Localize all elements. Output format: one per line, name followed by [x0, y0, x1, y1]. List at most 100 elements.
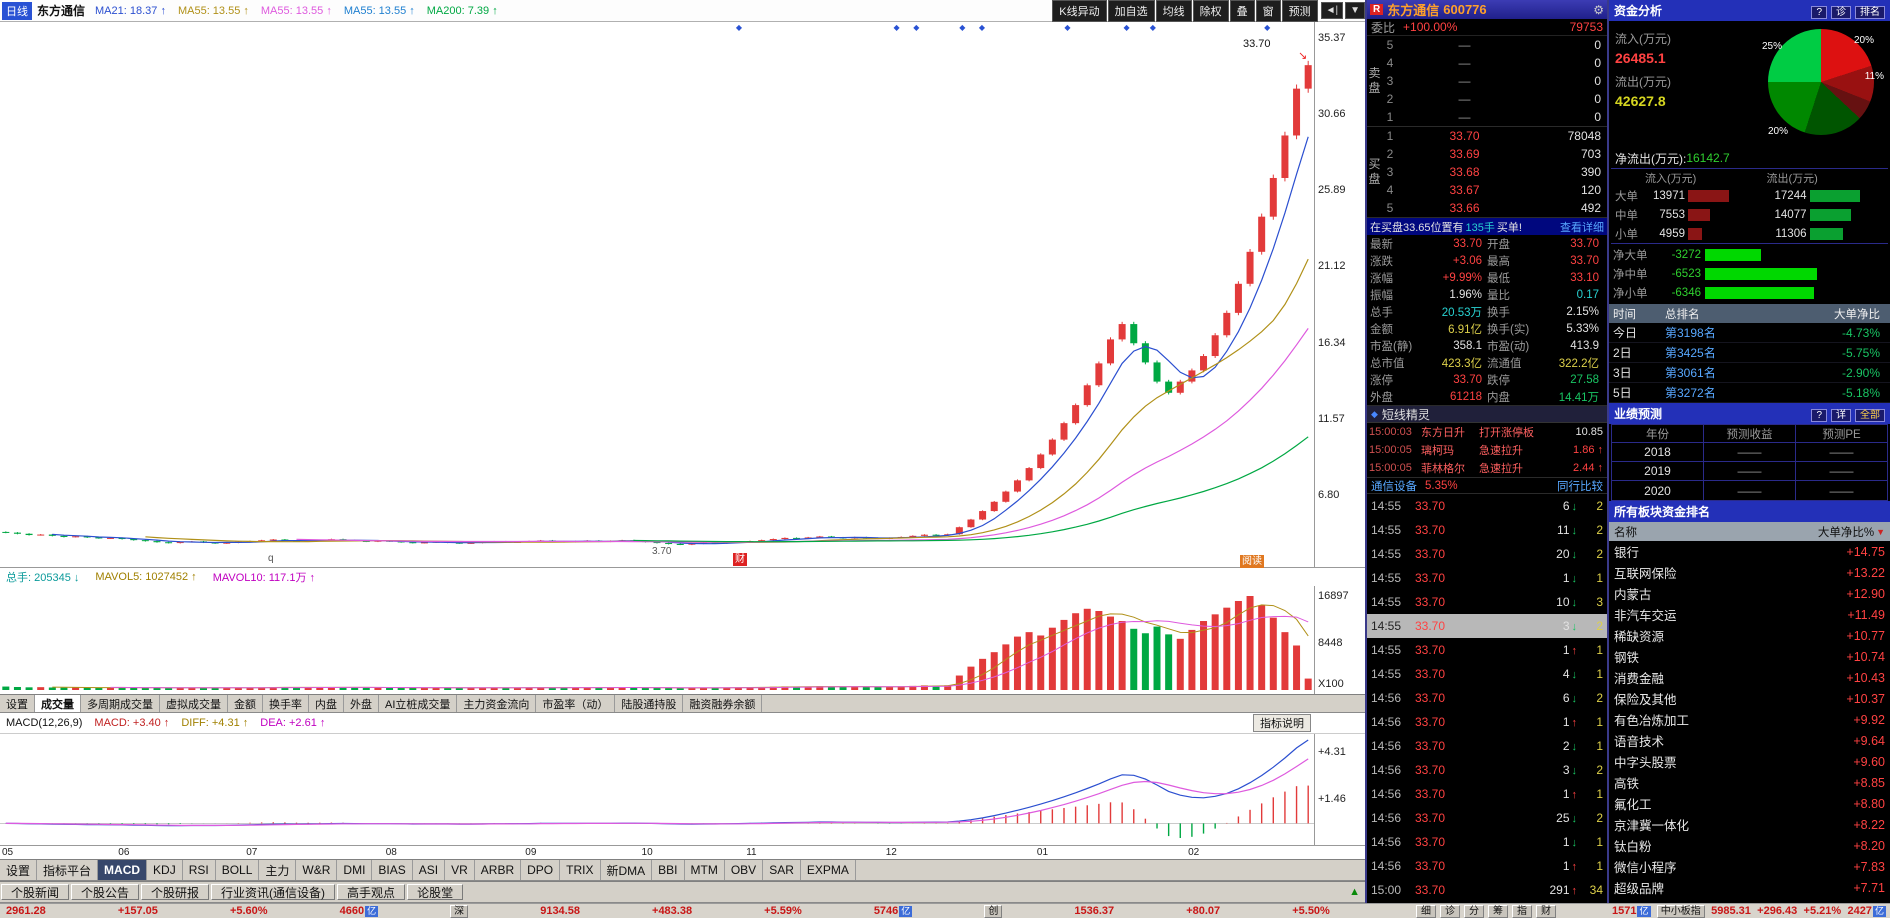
func-tab-2[interactable]: 多周期成交量: [81, 695, 160, 712]
tick-row-10[interactable]: 14:56 33.70 2 ↓ 1: [1367, 734, 1607, 758]
peer-compare-link[interactable]: 同行比较: [1557, 480, 1603, 493]
tick-row-5[interactable]: 14:55 33.70 3 ↓ 2: [1367, 614, 1607, 638]
tick-row-0[interactable]: 14:55 33.70 6 ↓ 2: [1367, 494, 1607, 518]
ind-tab-18[interactable]: OBV: [725, 860, 764, 880]
event-diamond-icon-4[interactable]: ◆: [978, 23, 986, 32]
ind-tab-7[interactable]: W&R: [296, 860, 338, 880]
event-diamond-icon-1[interactable]: ◆: [893, 23, 900, 32]
sector-row-16[interactable]: 超级品牌 +7.71: [1609, 877, 1890, 898]
topbar-button-0[interactable]: K线异动: [1052, 0, 1107, 22]
event-diamond-icon-8[interactable]: ◆: [1264, 23, 1271, 32]
tick-row-12[interactable]: 14:56 33.70 1 ↑ 1: [1367, 782, 1607, 806]
rank-name-link[interactable]: 第3198名: [1665, 326, 1716, 340]
topbar-button-3[interactable]: 除权: [1192, 0, 1229, 22]
market-tab-1[interactable]: 中小板指: [1656, 904, 1705, 918]
rank-name-link[interactable]: 第3061名: [1665, 366, 1716, 380]
macd-chart[interactable]: +4.31 +1.46: [0, 733, 1365, 845]
ind-tab-11[interactable]: VR: [445, 860, 475, 880]
fund-header-button-0[interactable]: ?: [1811, 6, 1827, 19]
sort-desc-icon[interactable]: ▼: [1876, 526, 1885, 537]
buy-level-4[interactable]: 4 33.67 120: [1382, 181, 1607, 199]
collapse-panel-icon[interactable]: ◄|: [1320, 2, 1344, 19]
tick-row-9[interactable]: 14:56 33.70 1 ↑ 1: [1367, 710, 1607, 734]
mini-tab-0[interactable]: 细: [1416, 904, 1436, 918]
mini-tab-2[interactable]: 分: [1464, 904, 1484, 918]
event-badge-read-icon[interactable]: 阅读: [1240, 555, 1264, 568]
ind-tab-20[interactable]: EXPMA: [801, 860, 856, 880]
gear-icon[interactable]: ⚙: [1593, 2, 1604, 17]
tick-row-1[interactable]: 14:55 33.70 11 ↓ 2: [1367, 518, 1607, 542]
event-badge-finance-icon[interactable]: 财: [733, 553, 747, 566]
func-tab-12[interactable]: 融资融券余额: [683, 695, 763, 712]
ind-tab-5[interactable]: BOLL: [216, 860, 260, 880]
ind-tab-13[interactable]: DPO: [521, 860, 561, 880]
volume-chart[interactable]: 16897 8448 X100: [0, 586, 1365, 694]
topbar-button-5[interactable]: 窗: [1255, 0, 1281, 22]
rank-name-link[interactable]: 第3425名: [1665, 346, 1716, 360]
ind-tab-19[interactable]: SAR: [763, 860, 801, 880]
ind-tab-1[interactable]: 指标平台: [37, 860, 99, 880]
industry-link[interactable]: 通信设备: [1371, 480, 1417, 493]
func-tab-3[interactable]: 虚拟成交量: [160, 695, 228, 712]
func-tab-11[interactable]: 陆股通持股: [615, 695, 684, 712]
event-diamond-icon-7[interactable]: ◆: [1149, 23, 1156, 32]
tick-row-6[interactable]: 14:55 33.70 1 ↑ 1: [1367, 638, 1607, 662]
func-tab-4[interactable]: 金额: [228, 695, 263, 712]
ind-tab-9[interactable]: BIAS: [372, 860, 413, 880]
tick-row-3[interactable]: 14:55 33.70 1 ↓ 1: [1367, 566, 1607, 590]
tick-row-7[interactable]: 14:55 33.70 4 ↓ 1: [1367, 662, 1607, 686]
buy-level-2[interactable]: 2 33.69 703: [1382, 145, 1607, 163]
buy-level-1[interactable]: 1 33.70 78048: [1382, 127, 1607, 145]
tick-row-8[interactable]: 14:56 33.70 6 ↓ 2: [1367, 686, 1607, 710]
topbar-button-1[interactable]: 加自选: [1107, 0, 1155, 22]
sector-row-10[interactable]: 中字头股票 +9.60: [1609, 751, 1890, 772]
sell-level-3[interactable]: 3 — 0: [1382, 72, 1607, 90]
ind-tab-10[interactable]: ASI: [413, 860, 446, 880]
market-tab-4[interactable]: 深: [450, 904, 469, 918]
func-tab-5[interactable]: 换手率: [263, 695, 309, 712]
mini-tab-1[interactable]: 诊: [1440, 904, 1460, 918]
period-tab-daily[interactable]: 日线: [2, 1, 32, 20]
ind-tab-15[interactable]: 新DMA: [601, 860, 653, 880]
sector-row-5[interactable]: 钢铁 +10.74: [1609, 646, 1890, 667]
tick-row-11[interactable]: 14:56 33.70 3 ↓ 2: [1367, 758, 1607, 782]
sector-row-15[interactable]: 微信小程序 +7.83: [1609, 856, 1890, 877]
event-diamond-icon-2[interactable]: ◆: [913, 23, 920, 32]
func-tab-0[interactable]: 设置: [0, 695, 35, 712]
topbar-button-6[interactable]: 预测: [1281, 0, 1318, 22]
tick-row-4[interactable]: 14:55 33.70 10 ↓ 3: [1367, 590, 1607, 614]
mini-tab-5[interactable]: 财: [1536, 904, 1556, 918]
tick-row-15[interactable]: 14:56 33.70 1 ↑ 1: [1367, 854, 1607, 878]
forecast-button-1[interactable]: 详: [1831, 409, 1851, 422]
mini-tab-3[interactable]: 筹: [1488, 904, 1508, 918]
func-tab-10[interactable]: 市盈率（动）: [536, 695, 616, 712]
mini-tab-4[interactable]: 指: [1512, 904, 1532, 918]
news-tab-5[interactable]: 论股堂: [407, 884, 464, 900]
event-diamond-icon-5[interactable]: ◆: [1064, 23, 1071, 32]
ind-tab-8[interactable]: DMI: [337, 860, 373, 880]
ind-tab-16[interactable]: BBI: [652, 860, 685, 880]
event-diamond-icon-0[interactable]: ◆: [735, 23, 742, 32]
kline-chart[interactable]: 35.37 30.66 25.89 21.12 16.34 11.57 6.80 33.70…: [0, 22, 1365, 568]
topbar-button-2[interactable]: 均线: [1155, 0, 1192, 22]
sector-row-4[interactable]: 稀缺资源 +10.77: [1609, 625, 1890, 646]
func-tab-6[interactable]: 内盘: [309, 695, 344, 712]
sprite-row-1[interactable]: 15:00:05 璃柯玛 急速拉升 1.86 ↑: [1367, 441, 1607, 459]
view-detail-link[interactable]: 查看详细: [1560, 221, 1604, 234]
ind-tab-3[interactable]: KDJ: [147, 860, 183, 880]
func-tab-8[interactable]: AI立桩成交量: [379, 695, 458, 712]
sell-level-4[interactable]: 4 — 0: [1382, 54, 1607, 72]
sector-row-1[interactable]: 互联网保险 +13.22: [1609, 562, 1890, 583]
sell-level-1[interactable]: 1 — 0: [1382, 108, 1607, 126]
sector-row-0[interactable]: 银行 +14.75: [1609, 541, 1890, 562]
ind-tab-6[interactable]: 主力: [259, 860, 297, 880]
ind-tab-4[interactable]: RSI: [183, 860, 216, 880]
tick-row-16[interactable]: 15:00 33.70 291 ↑ 34: [1367, 878, 1607, 902]
event-diamond-icon-6[interactable]: ◆: [1123, 23, 1130, 32]
buy-level-3[interactable]: 3 33.68 390: [1382, 163, 1607, 181]
news-tab-4[interactable]: 高手观点: [337, 884, 406, 900]
sector-row-12[interactable]: 氟化工 +8.80: [1609, 793, 1890, 814]
tick-row-13[interactable]: 14:56 33.70 25 ↓ 2: [1367, 806, 1607, 830]
news-tab-1[interactable]: 个股公告: [71, 884, 140, 900]
sector-row-6[interactable]: 消费金融 +10.43: [1609, 667, 1890, 688]
